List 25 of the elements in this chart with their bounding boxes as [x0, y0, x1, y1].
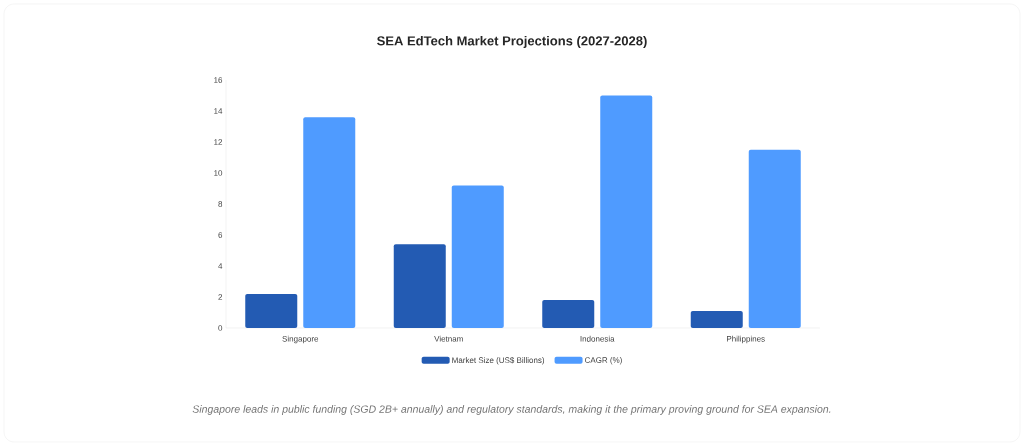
y-tick-label: 0: [218, 325, 223, 331]
y-tick-label: 14: [214, 108, 223, 114]
legend-label: Market Size (US$ Billions): [452, 356, 545, 365]
bar: [690, 310, 743, 328]
legend-label: CAGR (%): [584, 357, 622, 365]
bar: [542, 300, 595, 328]
bar: [245, 293, 298, 328]
y-tick-label: 4: [218, 263, 223, 269]
y-tick-label: 6: [218, 232, 223, 238]
bar: [451, 185, 504, 328]
x-tick-label: Indonesia: [580, 335, 615, 342]
y-tick-label: 2: [218, 294, 223, 300]
bar: [600, 95, 653, 328]
bar: [303, 117, 356, 328]
x-tick-label: Philippines: [727, 335, 765, 344]
text: Singapore leads in public funding (SGD 2B+ annually) and regulatory standards, making it the primary proving ground for SEA expansion.: [192, 405, 831, 415]
x-tick-label: Vietnam: [434, 335, 463, 342]
y-tick-label: 12: [214, 139, 223, 145]
y-tick-label: 10: [214, 170, 223, 176]
bar: [393, 244, 446, 328]
chart-title: SEA EdTech Market Projections (2027-2028): [377, 35, 647, 49]
bar: [748, 149, 801, 328]
x-tick-label: Singapore: [282, 335, 319, 344]
y-tick-label: 16: [214, 77, 223, 83]
y-tick-label: 8: [218, 201, 223, 207]
